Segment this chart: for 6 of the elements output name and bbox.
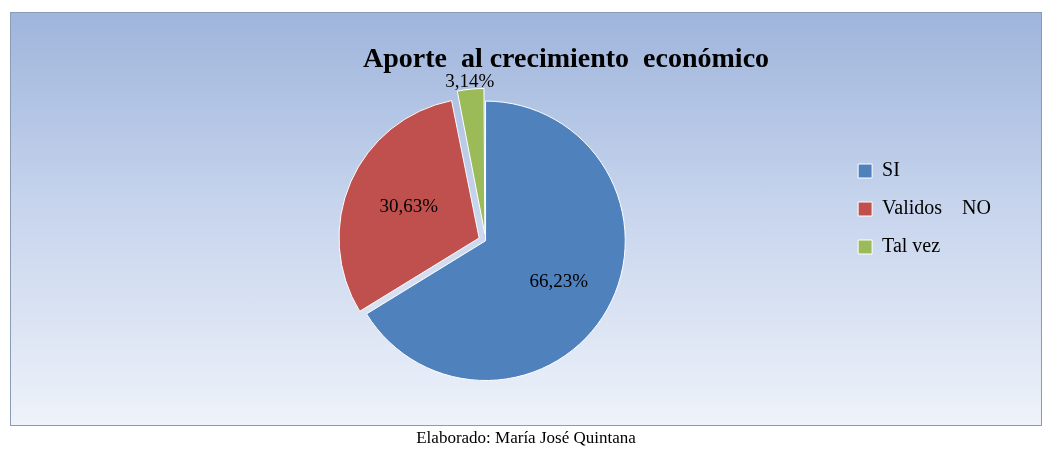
data-label: 30,63%: [379, 195, 439, 217]
text: Elaborado: María José Quintana: [415, 428, 637, 448]
legend-label: Tal vez: [882, 234, 941, 257]
legend-label: SI: [882, 158, 900, 181]
legend-label: Validos NO: [882, 196, 991, 219]
data-label: 66,23%: [529, 269, 589, 291]
